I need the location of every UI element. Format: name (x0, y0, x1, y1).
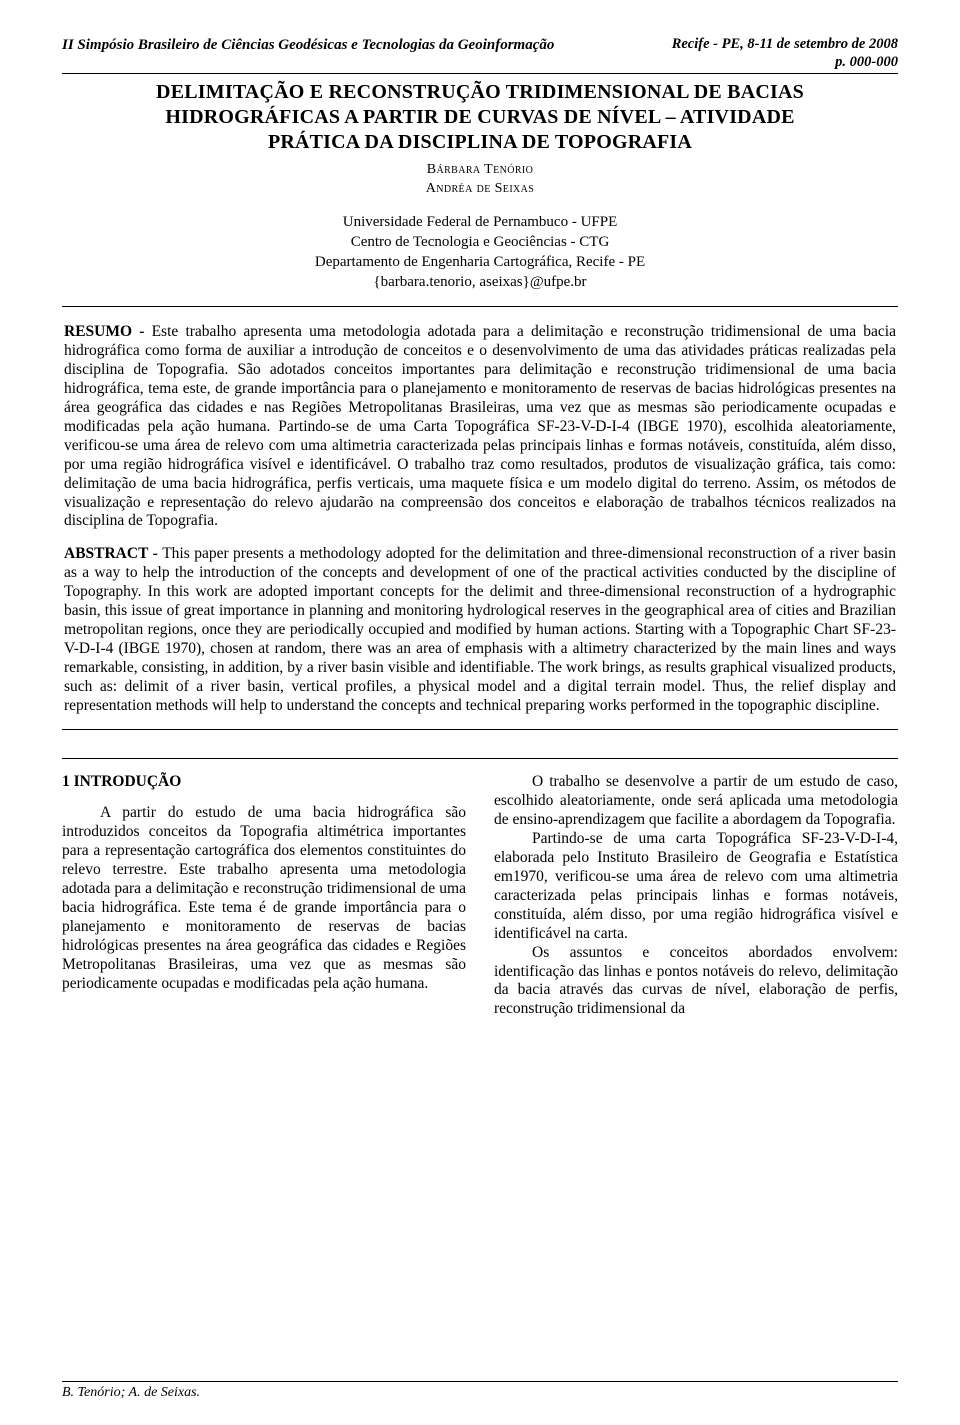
author-1: Bárbara Tenório (62, 161, 898, 180)
body-column-right: O trabalho se desenvolve a partir de um … (494, 773, 898, 1019)
page-footer: B. Tenório; A. de Seixas. (62, 1381, 898, 1401)
header-right-line1: Recife - PE, 8-11 de setembro de 2008 (672, 36, 898, 54)
post-abstract-rule-2 (62, 758, 898, 759)
header-right: Recife - PE, 8-11 de setembro de 2008 p.… (672, 36, 898, 71)
running-header: II Simpósio Brasileiro de Ciências Geodé… (62, 36, 898, 71)
section-1-left-p1: A partir do estudo de uma bacia hidrográ… (62, 804, 466, 993)
affiliation-block: Universidade Federal de Pernambuco - UFP… (62, 213, 898, 292)
post-abstract-rule-1 (62, 729, 898, 730)
paper-title-line1: DELIMITAÇÃO E RECONSTRUÇÃO TRIDIMENSIONA… (62, 80, 898, 105)
affiliation-line2: Centro de Tecnologia e Geociências - CTG (62, 233, 898, 253)
page: II Simpósio Brasileiro de Ciências Geodé… (0, 0, 960, 1425)
abstracts: RESUMO - Este trabalho apresenta uma met… (64, 323, 896, 715)
section-1-right-p3: Os assuntos e conceitos abordados envolv… (494, 944, 898, 1020)
body-two-columns: 1 INTRODUÇÃO A partir do estudo de uma b… (62, 773, 898, 1019)
header-left: II Simpósio Brasileiro de Ciências Geodé… (62, 36, 554, 54)
authors-block: Bárbara Tenório Andréa de Seixas (62, 161, 898, 199)
section-1-right-p1: O trabalho se desenvolve a partir de um … (494, 773, 898, 830)
abstract-lead: ABSTRACT - (64, 545, 162, 562)
paper-title-block: DELIMITAÇÃO E RECONSTRUÇÃO TRIDIMENSIONA… (62, 80, 898, 155)
resumo-body: Este trabalho apresenta uma metodologia … (64, 323, 896, 529)
section-1-heading: 1 INTRODUÇÃO (62, 773, 466, 792)
affiliation-line1: Universidade Federal de Pernambuco - UFP… (62, 213, 898, 233)
paper-title-line2: HIDROGRÁFICAS A PARTIR DE CURVAS DE NÍVE… (62, 105, 898, 130)
author-2: Andréa de Seixas (62, 180, 898, 199)
pre-abstract-rule (62, 306, 898, 307)
footer-rule (62, 1381, 898, 1382)
resumo-lead: RESUMO - (64, 323, 152, 340)
abstract-paragraph: ABSTRACT - This paper presents a methodo… (64, 545, 896, 715)
resumo-paragraph: RESUMO - Este trabalho apresenta uma met… (64, 323, 896, 531)
paper-title-line3: PRÁTICA DA DISCIPLINA DE TOPOGRAFIA (62, 130, 898, 155)
affiliation-line3: Departamento de Engenharia Cartográfica,… (62, 253, 898, 273)
header-right-line2: p. 000-000 (672, 54, 898, 72)
body-column-left: 1 INTRODUÇÃO A partir do estudo de uma b… (62, 773, 466, 1019)
section-1-right-p2: Partindo-se de uma carta Topográfica SF-… (494, 830, 898, 943)
header-rule (62, 73, 898, 74)
affiliation-line4: {barbara.tenorio, aseixas}@ufpe.br (62, 273, 898, 293)
footer-text: B. Tenório; A. de Seixas. (62, 1384, 898, 1401)
abstract-body: This paper presents a methodology adopte… (64, 545, 896, 713)
